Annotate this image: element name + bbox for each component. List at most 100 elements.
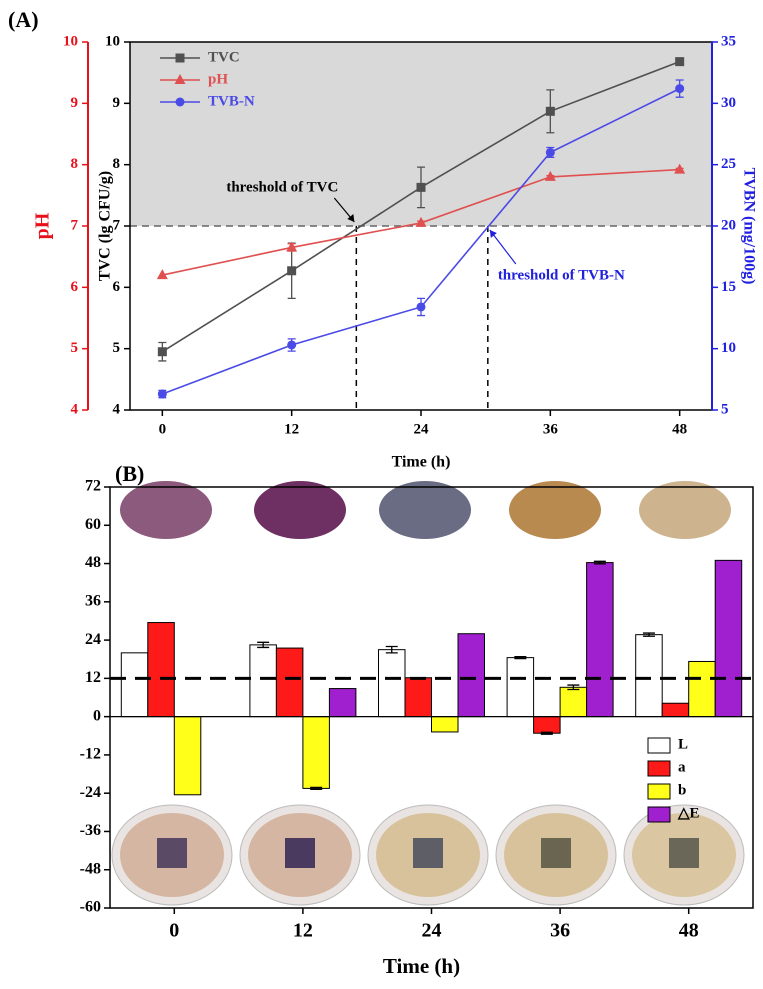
bar — [431, 716, 459, 733]
marker — [287, 340, 297, 350]
y2-tick-label: 20 — [721, 217, 736, 233]
x-tick-label: 12 — [293, 920, 313, 942]
x-tick-label: 12 — [284, 421, 299, 437]
y2-tick-label: 5 — [721, 401, 729, 417]
error-bar — [540, 731, 553, 735]
y2-tick-label: 15 — [721, 279, 736, 295]
arrow-head — [489, 230, 497, 238]
bar — [147, 622, 175, 718]
y2-tick-label: 10 — [721, 340, 736, 356]
y-tick-label: 48 — [85, 554, 101, 571]
y-axis-label: TVC (lg CFU/g) — [97, 171, 114, 281]
error-bar — [385, 645, 398, 654]
error-bar — [567, 684, 580, 691]
x-tick-label: 0 — [159, 421, 167, 437]
y-tick-label: -36 — [80, 822, 101, 839]
annotation: threshold of TVC — [226, 179, 338, 195]
marker — [287, 266, 297, 276]
y-tick-label: 60 — [85, 516, 101, 533]
y-tick-label: 6 — [113, 279, 121, 295]
legend-label: a — [678, 759, 686, 775]
x-tick-label: 48 — [672, 421, 687, 437]
y-tick-label: 0 — [93, 707, 101, 724]
legend-label: TVC — [208, 49, 240, 65]
bar — [586, 562, 614, 718]
marker — [174, 74, 186, 84]
y2-tick-label: 25 — [721, 156, 736, 172]
legend-swatch — [647, 737, 671, 754]
indicator-photos — [120, 481, 731, 539]
y2-tick-label: 30 — [721, 95, 736, 111]
bar — [506, 657, 535, 718]
marker — [175, 97, 185, 107]
y3-tick-label: 4 — [71, 401, 79, 417]
marker — [175, 53, 185, 63]
bar — [714, 559, 743, 718]
y3-tick-label: 7 — [71, 217, 79, 233]
y3-tick-label: 5 — [71, 340, 79, 356]
panel-label: (B) — [115, 461, 144, 486]
bar — [559, 686, 588, 718]
y3-tick-label: 9 — [71, 95, 79, 111]
y-tick-label: 72 — [85, 478, 101, 495]
error-bar — [593, 560, 606, 565]
y3-tick-label: 10 — [63, 33, 78, 49]
error-bar — [310, 786, 323, 791]
marker — [157, 347, 167, 357]
marker — [544, 170, 556, 181]
error-bar — [514, 656, 527, 660]
x-tick-label: 0 — [169, 920, 179, 942]
bar — [661, 702, 690, 718]
bar — [249, 644, 277, 718]
y-tick-label: 36 — [85, 592, 101, 609]
legend-label: pH — [208, 71, 228, 87]
y-tick-label: 24 — [85, 631, 101, 648]
y-tick-label: -24 — [80, 784, 101, 801]
annotation-arrow — [489, 229, 517, 265]
arrow-head — [347, 214, 355, 222]
y2-axis-label: TVBN (mg/100g) — [740, 168, 757, 285]
bar — [378, 649, 406, 718]
legend-swatch — [647, 783, 671, 800]
bar — [328, 688, 357, 718]
legend-swatch — [647, 760, 671, 777]
y-tick-label: 10 — [105, 33, 120, 49]
marker — [157, 389, 167, 399]
marker — [545, 147, 555, 157]
bar — [275, 647, 304, 718]
panel-label: (A) — [8, 7, 39, 32]
legend-swatch — [647, 806, 671, 823]
x-tick-label: 24 — [422, 920, 442, 942]
marker — [545, 106, 555, 116]
marker — [675, 57, 685, 67]
marker — [416, 302, 426, 312]
bar — [635, 634, 663, 718]
y3-tick-label: 6 — [71, 279, 79, 295]
x-tick-label: 24 — [414, 421, 430, 437]
x-tick-label: 36 — [543, 421, 559, 437]
bar — [120, 652, 149, 718]
marker — [286, 241, 298, 252]
x-tick-label: 36 — [550, 920, 570, 942]
y-tick-label: -48 — [80, 860, 101, 877]
y3-tick-label: 8 — [71, 156, 79, 172]
annotation: threshold of TVB-N — [498, 267, 625, 283]
marker — [156, 269, 168, 280]
marker — [416, 182, 426, 192]
x-tick-label: 48 — [679, 920, 699, 942]
x-axis-label: Time (h) — [383, 954, 460, 978]
marker — [675, 84, 685, 94]
y-tick-label: 8 — [113, 156, 121, 172]
bar — [404, 677, 432, 718]
y2-tick-label: 35 — [721, 33, 736, 49]
y-tick-label: 7 — [113, 217, 121, 233]
bar — [173, 716, 202, 796]
error-bar — [257, 641, 270, 649]
y-tick-label: -60 — [80, 899, 101, 916]
legend-label: TVB-N — [208, 93, 255, 109]
bar — [688, 660, 716, 718]
y-tick-label: 12 — [85, 669, 101, 686]
legend-label: b — [678, 782, 686, 798]
legend-label: △E — [677, 805, 700, 821]
